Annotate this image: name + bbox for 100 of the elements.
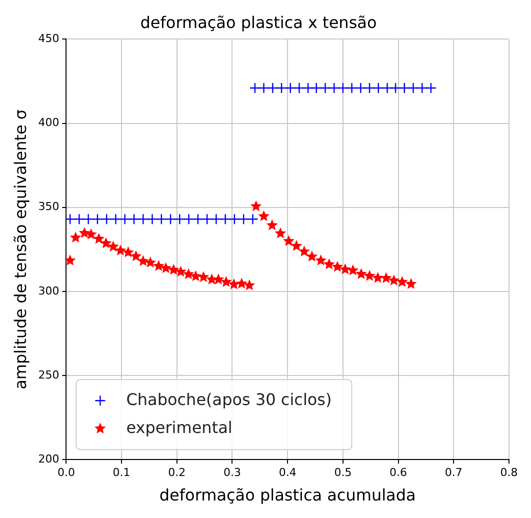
- point: [138, 214, 149, 225]
- point: [425, 82, 437, 94]
- point: [310, 82, 322, 94]
- point: [364, 82, 376, 94]
- point: [122, 246, 134, 258]
- point: [228, 214, 240, 225]
- point: [290, 240, 302, 251]
- point: [110, 214, 122, 225]
- point: [119, 214, 130, 225]
- y-tick-label: 250: [38, 368, 60, 382]
- point: [175, 266, 186, 277]
- point: [210, 214, 222, 225]
- legend-label: experimental: [126, 418, 232, 437]
- x-tick-label: 0.0: [57, 466, 75, 480]
- point: [364, 270, 376, 281]
- point: [315, 254, 327, 266]
- point: [228, 278, 240, 290]
- point: [294, 82, 305, 94]
- x-tick-label: 0.5: [334, 466, 352, 480]
- point: [130, 250, 142, 262]
- point: [276, 82, 288, 94]
- point: [144, 256, 156, 268]
- point: [323, 258, 335, 270]
- x-tick-label: 0.6: [390, 466, 408, 480]
- point: [388, 274, 400, 286]
- point: [92, 214, 104, 225]
- x-tick-label: 0.2: [168, 466, 186, 480]
- point: [114, 244, 126, 256]
- point: [266, 219, 278, 230]
- y-tick-label: 350: [38, 200, 60, 214]
- point: [346, 82, 358, 94]
- point: [198, 271, 210, 282]
- x-tick-label: 0.3: [223, 466, 241, 480]
- point: [396, 276, 408, 287]
- point: [355, 82, 366, 94]
- point: [64, 254, 76, 266]
- point: [192, 214, 204, 225]
- point: [182, 268, 194, 280]
- point: [220, 214, 231, 225]
- point: [332, 260, 344, 272]
- point: [137, 255, 149, 266]
- point: [356, 268, 367, 279]
- point: [160, 262, 172, 274]
- point: [183, 214, 194, 225]
- point: [306, 250, 318, 262]
- y-tick-label: 300: [38, 284, 60, 298]
- point: [247, 214, 258, 225]
- y-tick-label: 400: [38, 116, 60, 130]
- point: [220, 276, 232, 287]
- point: [302, 82, 314, 94]
- point: [174, 214, 186, 225]
- point: [416, 82, 428, 94]
- point: [372, 272, 384, 283]
- point: [408, 82, 419, 94]
- point: [258, 210, 270, 222]
- point: [70, 232, 82, 242]
- point: [93, 232, 105, 244]
- point: [164, 214, 176, 225]
- x-axis-title: deformação plastica acumulada: [159, 486, 416, 505]
- point: [74, 214, 85, 225]
- point: [236, 278, 248, 289]
- point: [250, 200, 262, 212]
- y-tick-label: 200: [38, 452, 60, 466]
- point: [168, 264, 180, 275]
- legend-label: Chaboche(apos 30 ciclos): [126, 390, 332, 409]
- point: [328, 82, 340, 94]
- point: [284, 82, 296, 94]
- point: [382, 82, 393, 94]
- x-tick-label: 0.8: [500, 466, 518, 480]
- point: [347, 264, 359, 276]
- point: [283, 235, 294, 246]
- point: [267, 82, 278, 94]
- y-axis-title: amplitude de tensão equivalente σ: [10, 109, 30, 390]
- x-tick-label: 0.4: [278, 466, 296, 480]
- point: [156, 214, 167, 225]
- y-tick-label: 450: [38, 32, 60, 46]
- point: [339, 263, 351, 274]
- point: [146, 214, 158, 225]
- point: [244, 279, 256, 290]
- point: [405, 278, 417, 289]
- x-tick-label: 0.1: [112, 466, 130, 480]
- point: [372, 82, 384, 94]
- point: [66, 214, 76, 225]
- point: [390, 82, 402, 94]
- point: [190, 270, 202, 282]
- point: [201, 214, 213, 225]
- point: [258, 82, 270, 94]
- point: [82, 214, 94, 225]
- point: [320, 82, 331, 94]
- point: [238, 214, 250, 225]
- point: [337, 82, 349, 94]
- point: [249, 82, 261, 94]
- x-tick-label: 0.7: [444, 466, 462, 480]
- point: [380, 272, 392, 284]
- point: [101, 214, 112, 225]
- point: [108, 240, 119, 252]
- point: [152, 260, 164, 271]
- point: [128, 214, 140, 225]
- point: [78, 227, 90, 238]
- point: [298, 246, 310, 256]
